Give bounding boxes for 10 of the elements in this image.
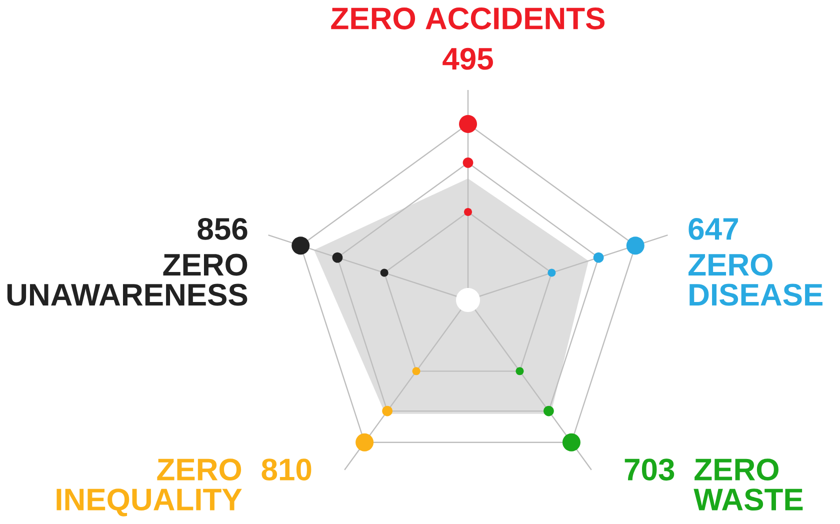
spoke-label: ZERO ACCIDENTS xyxy=(331,8,605,30)
spoke-label: ZERO INEQUALITY xyxy=(56,458,242,516)
spoke-label: ZERO UNAWARENESS xyxy=(7,254,248,306)
spoke-label: ZERO WASTE xyxy=(694,458,803,511)
text: 703 xyxy=(624,458,674,481)
text: 495 xyxy=(442,48,493,70)
text: 856 xyxy=(198,218,248,240)
text: 647 xyxy=(688,218,738,240)
spoke-label: ZERO DISEASE xyxy=(688,254,822,306)
text: 810 xyxy=(262,458,312,481)
